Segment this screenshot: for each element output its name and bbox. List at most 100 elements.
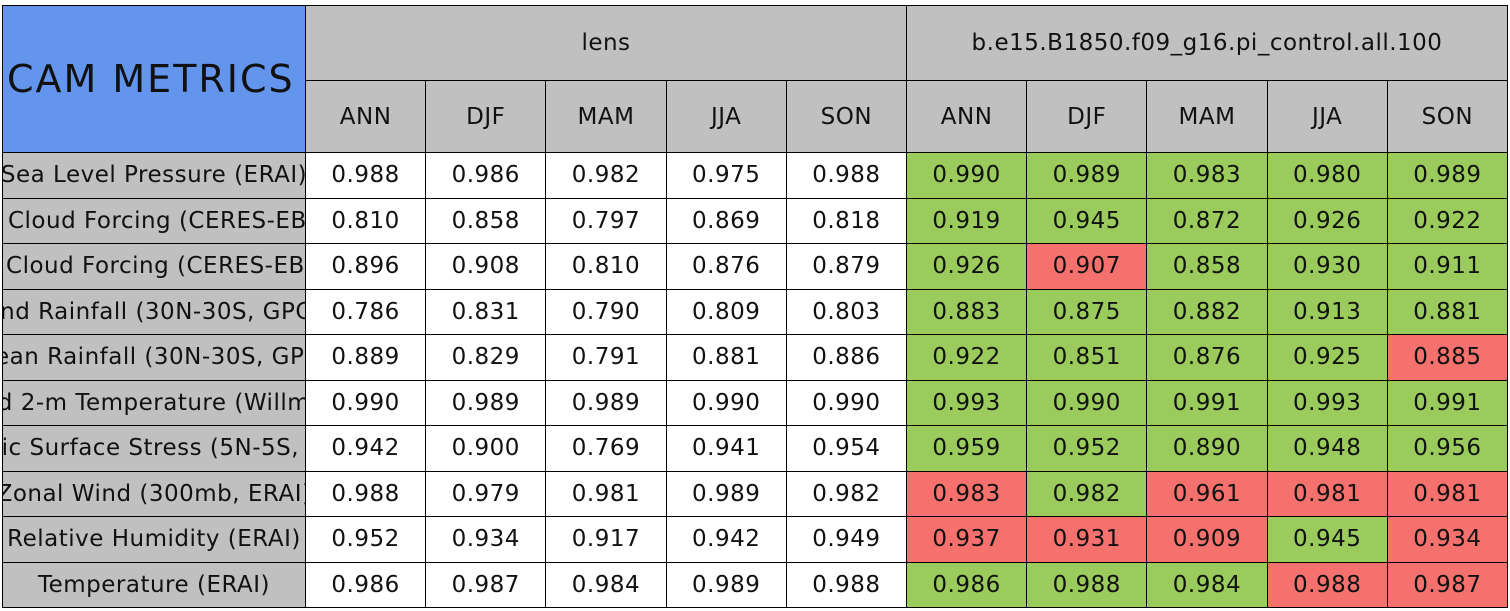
season-header: MAM: [1146, 80, 1268, 153]
value-cell-text: 0.829: [451, 344, 520, 371]
value-cell-text: 0.981: [1293, 480, 1362, 507]
row-label-text: Pacific Surface Stress (5N-5S, ERS): [2, 435, 305, 462]
value-cell-text: 0.982: [571, 162, 641, 189]
value-cell-text: 0.810: [331, 207, 400, 234]
value-cell-text: 0.988: [812, 571, 881, 598]
value-cell: 0.926: [906, 243, 1028, 290]
value-cell: 0.790: [545, 288, 667, 335]
value-cell-text: 0.975: [692, 162, 761, 189]
value-cell-text: 0.989: [1052, 162, 1121, 189]
value-cell-text: 0.984: [1172, 571, 1242, 598]
value-cell-text: 0.889: [331, 344, 400, 371]
value-cell-text: 0.900: [451, 435, 520, 462]
value-cell: 0.930: [1266, 243, 1388, 290]
value-cell: 0.769: [545, 425, 667, 472]
value-cell-text: 0.990: [1052, 389, 1121, 416]
season-header-text: MAM: [577, 103, 635, 130]
value-cell: 0.911: [1386, 243, 1508, 290]
value-cell-text: 0.803: [812, 298, 881, 325]
season-header-text: JJA: [710, 103, 742, 130]
value-cell-text: 0.818: [812, 207, 881, 234]
value-cell: 0.954: [785, 425, 907, 472]
value-cell: 0.934: [425, 516, 547, 563]
season-header-text: MAM: [1178, 103, 1236, 130]
value-cell: 0.829: [425, 334, 547, 381]
value-cell: 0.952: [305, 516, 427, 563]
season-header: JJA: [1266, 80, 1388, 153]
value-cell-text: 0.934: [1413, 526, 1482, 553]
value-cell: 0.952: [1026, 425, 1148, 472]
season-header-text: JJA: [1311, 103, 1343, 130]
value-cell-text: 0.883: [932, 298, 1001, 325]
value-cell: 0.803: [785, 288, 907, 335]
value-cell: 0.988: [1266, 561, 1388, 608]
value-cell-text: 0.990: [331, 389, 400, 416]
value-cell-text: 0.925: [1293, 344, 1362, 371]
value-cell-text: 0.851: [1052, 344, 1121, 371]
season-header: SON: [785, 80, 907, 153]
row-label: LW Cloud Forcing (CERES-EBAF): [2, 243, 306, 290]
value-cell-text: 0.937: [932, 526, 1001, 553]
value-cell: 0.981: [1386, 470, 1508, 517]
value-cell-text: 0.989: [692, 480, 761, 507]
value-cell: 0.981: [545, 470, 667, 517]
value-cell: 0.990: [305, 379, 427, 426]
value-cell: 0.908: [425, 243, 547, 290]
value-cell-text: 0.988: [331, 480, 400, 507]
value-cell: 0.809: [665, 288, 787, 335]
value-cell: 0.907: [1026, 243, 1148, 290]
value-cell-text: 0.959: [932, 435, 1001, 462]
season-header-text: DJF: [1067, 103, 1107, 130]
value-cell-text: 0.922: [932, 344, 1001, 371]
value-cell-text: 0.987: [451, 571, 520, 598]
value-cell-text: 0.942: [331, 435, 400, 462]
value-cell: 0.876: [1146, 334, 1268, 381]
value-cell: 0.989: [1386, 152, 1508, 199]
value-cell-text: 0.872: [1172, 207, 1242, 234]
value-cell-text: 0.983: [932, 480, 1001, 507]
value-cell-text: 0.941: [692, 435, 761, 462]
row-label: Relative Humidity (ERAI): [2, 516, 306, 563]
value-cell-text: 0.986: [331, 571, 400, 598]
value-cell: 0.851: [1026, 334, 1148, 381]
value-cell: 0.872: [1146, 197, 1268, 244]
value-cell: 0.975: [665, 152, 787, 199]
value-cell: 0.990: [906, 152, 1028, 199]
row-label: Pacific Surface Stress (5N-5S, ERS): [2, 425, 306, 472]
value-cell: 0.913: [1266, 288, 1388, 335]
season-header: MAM: [545, 80, 667, 153]
value-cell-text: 0.810: [571, 253, 641, 280]
value-cell: 0.925: [1266, 334, 1388, 381]
title-cell: CAM METRICS: [2, 5, 306, 153]
row-label-text: Temperature (ERAI): [37, 571, 271, 598]
value-cell: 0.818: [785, 197, 907, 244]
value-cell-text: 0.979: [451, 480, 520, 507]
season-header: DJF: [1026, 80, 1148, 153]
value-cell-text: 0.988: [812, 162, 881, 189]
value-cell: 0.949: [785, 516, 907, 563]
value-cell: 0.934: [1386, 516, 1508, 563]
value-cell-text: 0.945: [1293, 526, 1362, 553]
row-label-text: Relative Humidity (ERAI): [7, 526, 301, 553]
value-cell: 0.991: [1146, 379, 1268, 426]
value-cell: 0.922: [1386, 197, 1508, 244]
value-cell-text: 0.956: [1413, 435, 1482, 462]
value-cell-text: 0.961: [1172, 480, 1242, 507]
value-cell-text: 0.882: [1172, 298, 1242, 325]
row-label: Ocean Rainfall (30N-30S, GPCP): [2, 334, 306, 381]
value-cell-text: 0.980: [1293, 162, 1362, 189]
value-cell: 0.989: [545, 379, 667, 426]
value-cell-text: 0.988: [331, 162, 400, 189]
value-cell: 0.810: [305, 197, 427, 244]
value-cell: 0.810: [545, 243, 667, 290]
value-cell: 0.988: [785, 152, 907, 199]
value-cell: 0.941: [665, 425, 787, 472]
row-label: Zonal Wind (300mb, ERAI): [2, 470, 306, 517]
value-cell-text: 0.791: [571, 344, 641, 371]
value-cell-text: 0.981: [571, 480, 641, 507]
season-header-text: SON: [1421, 103, 1474, 130]
value-cell-text: 0.948: [1293, 435, 1362, 462]
season-header-text: ANN: [940, 103, 993, 130]
value-cell: 0.896: [305, 243, 427, 290]
value-cell: 0.981: [1266, 470, 1388, 517]
